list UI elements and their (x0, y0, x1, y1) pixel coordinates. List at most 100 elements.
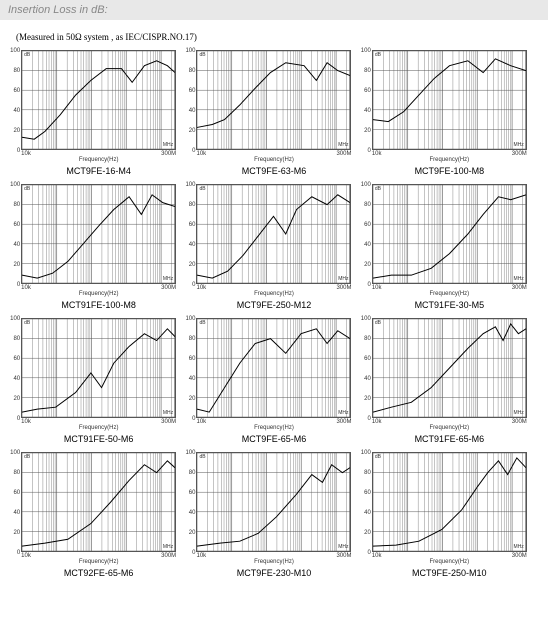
chart-cell: 020406080100dBMHz 10k300MFrequency(Hz)MC… (193, 318, 354, 444)
x-axis-label: Frequency(Hz) (429, 425, 469, 431)
y-tick-label: 0 (8, 550, 20, 556)
x-tick-label: 300M (512, 553, 527, 559)
y-tick-label: 100 (183, 182, 195, 188)
y-tick-label: 0 (183, 416, 195, 422)
y-tick-label: 20 (359, 262, 371, 268)
x-tick-label: 10k (196, 553, 206, 559)
x-tick-label: 10k (372, 285, 382, 291)
chart-cell: 020406080100dBMHz 10k300MFrequency(Hz)MC… (193, 452, 354, 578)
x-tick-label: 300M (161, 419, 176, 425)
y-tick-label: 100 (183, 48, 195, 54)
y-tick-label: 40 (183, 242, 195, 248)
y-tick-label: 100 (8, 182, 20, 188)
y-tick-label: 20 (359, 396, 371, 402)
x-tick-label: 10k (372, 419, 382, 425)
y-tick-label: 80 (8, 68, 20, 74)
chart-plot: 020406080100dBMHz (196, 50, 351, 150)
chart-title: MCT9FE-250-M10 (412, 568, 487, 578)
chart-cell: 020406080100dBMHz 10k300MFrequency(Hz)MC… (193, 184, 354, 310)
y-tick-label: 80 (183, 470, 195, 476)
x-tick-label: 10k (196, 151, 206, 157)
y-tick-label: 100 (183, 316, 195, 322)
y-tick-label: 80 (359, 336, 371, 342)
chart-plot: 020406080100dBMHz (372, 452, 527, 552)
y-tick-label: 60 (8, 490, 20, 496)
chart-cell: 020406080100dBMHz 10k300MFrequency(Hz)MC… (369, 50, 530, 176)
y-tick-label: 40 (8, 510, 20, 516)
y-tick-label: 20 (183, 128, 195, 134)
y-tick-label: 60 (183, 490, 195, 496)
y-tick-label: 100 (359, 450, 371, 456)
chart-title: MCT9FE-63-M6 (242, 166, 307, 176)
x-tick-label: 300M (336, 285, 351, 291)
y-tick-label: 60 (8, 88, 20, 94)
chart-plot: 020406080100dBMHz (21, 318, 176, 418)
y-tick-label: 20 (183, 396, 195, 402)
y-tick-label: 60 (183, 356, 195, 362)
chart-title: MCT9FE-16-M4 (66, 166, 131, 176)
y-tick-label: 80 (8, 470, 20, 476)
y-tick-label: 80 (183, 68, 195, 74)
y-tick-label: 60 (359, 88, 371, 94)
x-tick-label: 300M (161, 553, 176, 559)
x-axis-label: Frequency(Hz) (429, 291, 469, 297)
chart-title: MCT91FE-50-M6 (64, 434, 134, 444)
chart-cell: 020406080100dBMHz 10k 300M Frequency(Hz) MC… (18, 318, 179, 444)
x-axis-label: Frequency(Hz) (79, 291, 119, 297)
y-tick-label: 60 (8, 222, 20, 228)
chart-plot: 020406080100dBMHz (21, 184, 176, 284)
y-tick-label: 100 (183, 450, 195, 456)
y-tick-label: 40 (8, 376, 20, 382)
y-tick-label: 60 (359, 222, 371, 228)
x-tick-label: 10k (21, 151, 31, 157)
chart-plot: 020406080100dBMHz (21, 50, 176, 150)
y-tick-label: 60 (8, 356, 20, 362)
y-tick-label: 60 (183, 88, 195, 94)
y-tick-label: 40 (359, 108, 371, 114)
x-tick-label: 300M (512, 151, 527, 157)
y-tick-label: 100 (359, 182, 371, 188)
y-tick-label: 20 (8, 128, 20, 134)
x-axis-label: Frequency(Hz) (254, 291, 294, 297)
y-tick-label: 80 (8, 336, 20, 342)
x-tick-label: 300M (336, 553, 351, 559)
x-tick-label: 300M (512, 419, 527, 425)
x-axis-label: Frequency(Hz) (254, 157, 294, 163)
x-tick-label: 300M (336, 151, 351, 157)
x-tick-label: 300M (161, 151, 176, 157)
y-tick-label: 20 (359, 530, 371, 536)
y-tick-label: 80 (183, 336, 195, 342)
y-tick-label: 0 (8, 148, 20, 154)
x-tick-label: 10k (21, 419, 31, 425)
y-tick-label: 20 (8, 530, 20, 536)
x-tick-label: 10k (372, 151, 382, 157)
x-axis-label: Frequency(Hz) (429, 559, 469, 565)
chart-plot: 020406080100dBMHz (196, 452, 351, 552)
x-tick-label: 10k (196, 285, 206, 291)
chart-title: MCT9FE-230-M10 (237, 568, 312, 578)
chart-title: MCT9FE-65-M6 (242, 434, 307, 444)
y-tick-label: 40 (183, 108, 195, 114)
x-tick-label: 300M (512, 285, 527, 291)
x-axis-label: Frequency(Hz) (79, 157, 119, 163)
chart-title: MCT92FE-65-M6 (64, 568, 134, 578)
y-tick-label: 20 (183, 262, 195, 268)
x-tick-label: 10k (21, 553, 31, 559)
chart-plot: 020406080100dBMHz (372, 184, 527, 284)
chart-title: MCT91FE-65-M6 (415, 434, 485, 444)
y-tick-label: 100 (359, 48, 371, 54)
y-tick-label: 40 (359, 242, 371, 248)
y-tick-label: 20 (183, 530, 195, 536)
y-tick-label: 0 (183, 148, 195, 154)
chart-cell: 020406080100dBMHz 10k300MFrequency(Hz)MC… (18, 452, 179, 578)
x-tick-label: 300M (336, 419, 351, 425)
chart-title: MCT9FE-250-M12 (237, 300, 312, 310)
measurement-note: (Measured in 50Ω system , as IEC/CISPR.N… (0, 20, 548, 50)
y-tick-label: 80 (359, 470, 371, 476)
chart-cell: 020406080100dBMHz 10k300MFrequency(Hz)MC… (369, 184, 530, 310)
y-tick-label: 80 (359, 68, 371, 74)
y-tick-label: 100 (359, 316, 371, 322)
charts-grid: 020406080100dBMHz 10k 300M Frequency(Hz) MC… (0, 50, 548, 588)
x-axis-label: Frequency(Hz) (79, 425, 119, 431)
y-tick-label: 40 (8, 108, 20, 114)
